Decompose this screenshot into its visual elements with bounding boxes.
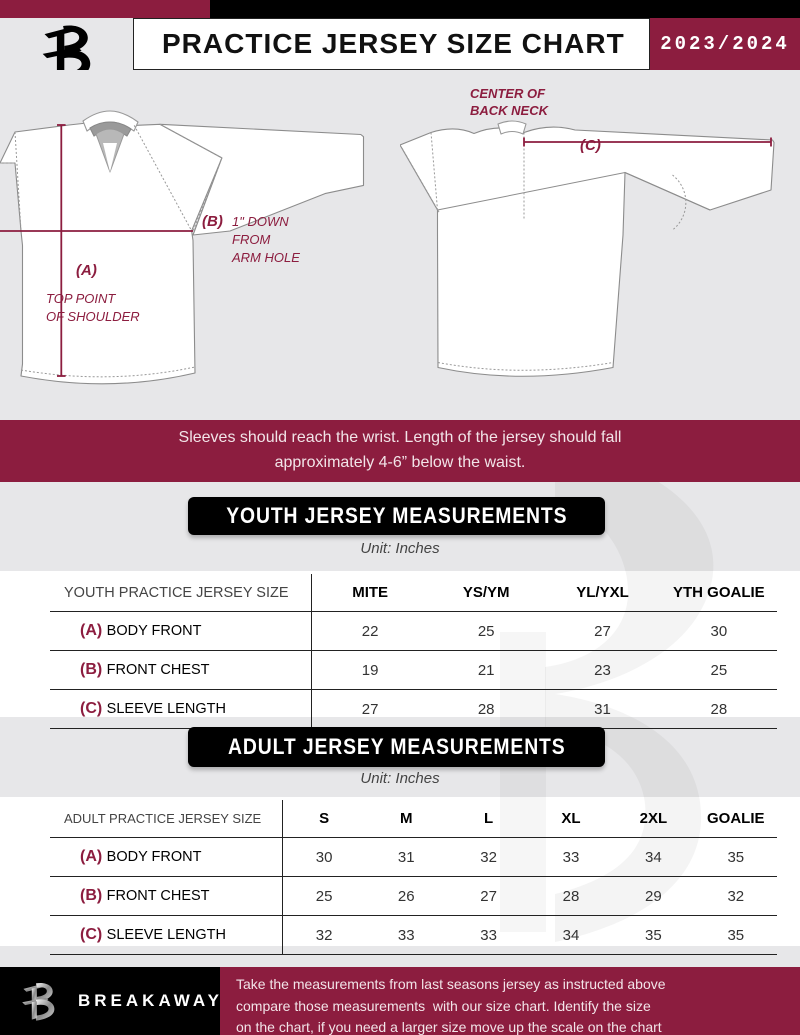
svg-text:ARM HOLE: ARM HOLE bbox=[231, 250, 300, 265]
svg-text:OF SHOULDER: OF SHOULDER bbox=[46, 309, 140, 324]
svg-text:TOP POINT: TOP POINT bbox=[46, 291, 116, 306]
svg-text:FROM: FROM bbox=[232, 232, 270, 247]
svg-text:(B): (B) bbox=[202, 213, 223, 230]
svg-text:(C): (C) bbox=[580, 137, 601, 154]
svg-text:BACK NECK: BACK NECK bbox=[470, 103, 550, 118]
svg-text:1" DOWN: 1" DOWN bbox=[232, 214, 289, 229]
svg-text:CENTER OF: CENTER OF bbox=[470, 86, 546, 101]
svg-text:(A): (A) bbox=[76, 262, 97, 279]
